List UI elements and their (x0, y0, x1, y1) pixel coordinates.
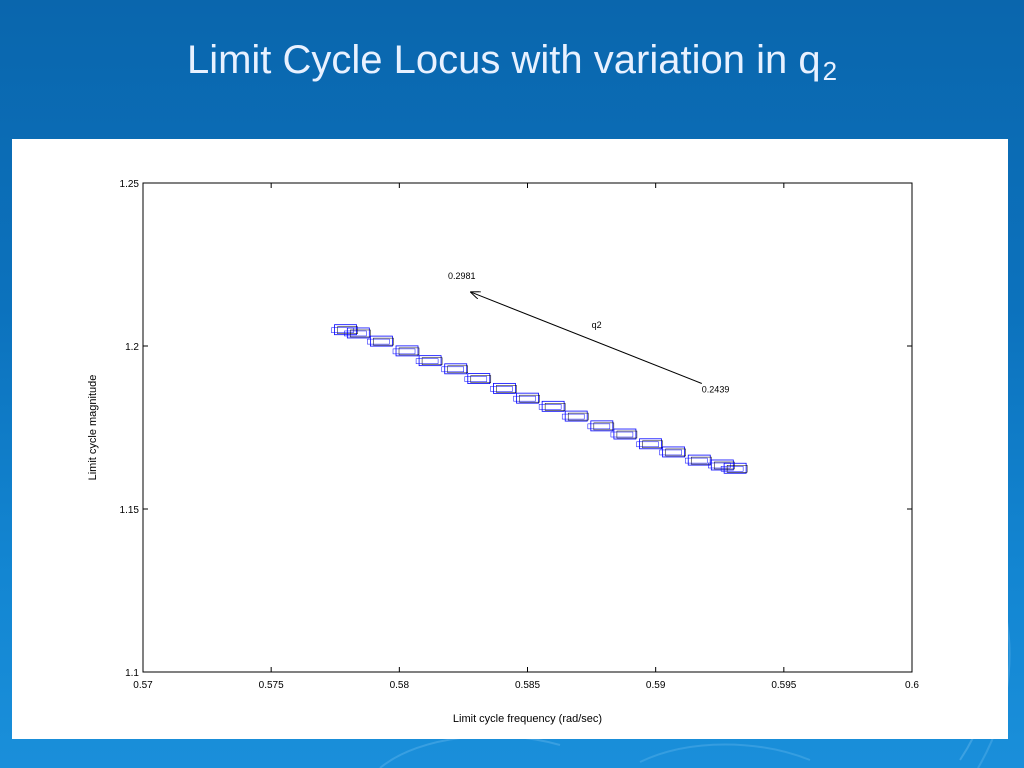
data-point-outer (392, 348, 416, 355)
data-point-inner (373, 337, 394, 346)
x-tick-label: 0.58 (390, 680, 410, 691)
data-point (590, 420, 614, 432)
data-point (369, 335, 393, 347)
y-tick-label: 1.2 (125, 342, 139, 353)
data-point-outer (538, 404, 562, 410)
y-tick-label: 1.15 (120, 505, 140, 516)
data-point (516, 392, 539, 404)
x-tick-label: 0.595 (771, 680, 796, 691)
data-point-outer (344, 330, 367, 337)
data-point-outer (415, 358, 439, 364)
data-point-inner (665, 448, 686, 457)
annotation-label: 0.2439 (702, 384, 730, 394)
data-point (346, 327, 370, 339)
data-point (639, 438, 662, 450)
y-axis-label: Limit cycle magnitude (87, 375, 99, 481)
data-point-inner (593, 422, 615, 431)
data-point-inner (519, 394, 540, 403)
y-tick-label: 1.1 (125, 668, 139, 679)
data-point-outer (636, 441, 659, 448)
data-point (418, 355, 442, 367)
data-point (723, 462, 747, 474)
data-point-outer (659, 449, 682, 456)
x-tick-label: 0.585 (515, 680, 540, 691)
data-point-outer (513, 395, 536, 402)
data-point-outer (490, 386, 513, 392)
data-point-outer (720, 466, 744, 472)
data-point-inner (350, 329, 371, 338)
data-point-inner (398, 347, 420, 356)
y-tick-label: 1.25 (120, 179, 140, 190)
slide-title: Limit Cycle Locus with variation in q2 (0, 38, 1024, 87)
data-point-inner (567, 412, 589, 421)
x-axis-label: Limit cycle frequency (rad/sec) (453, 713, 602, 725)
data-point (662, 446, 686, 458)
data-point-inner (726, 465, 748, 473)
data-point-outer (367, 338, 390, 345)
data-point-outer (587, 423, 611, 430)
data-point (493, 382, 516, 394)
chart-panel (12, 139, 1008, 739)
data-point-outer (684, 457, 708, 464)
data-point (613, 428, 637, 440)
data-point (710, 459, 734, 471)
data-point-inner (544, 403, 566, 411)
x-tick-label: 0.59 (646, 680, 666, 691)
data-point (395, 345, 419, 357)
annotation-label: 0.2981 (448, 271, 476, 281)
data-point-inner (496, 385, 517, 393)
data-point-inner (447, 365, 468, 374)
data-point-outer (464, 376, 488, 382)
data-point (334, 324, 357, 336)
q2-arrow (471, 292, 702, 384)
data-point-inner (470, 375, 492, 383)
data-point-inner (642, 440, 663, 449)
plot-frame (142, 182, 913, 673)
annotation-label: q2 (592, 320, 602, 330)
x-tick-label: 0.6 (905, 680, 919, 691)
x-tick-label: 0.575 (259, 680, 284, 691)
data-point (564, 410, 588, 422)
data-point (541, 400, 565, 412)
x-tick-label: 0.57 (133, 680, 153, 691)
data-point-outer (610, 431, 634, 438)
data-point-outer (441, 366, 464, 373)
slide-title-subscript: 2 (822, 56, 838, 86)
data-point (467, 373, 491, 385)
data-point (444, 363, 468, 375)
data-point-inner (616, 430, 638, 439)
data-point-outer (561, 413, 585, 420)
data-point-inner (421, 357, 443, 365)
data-point (687, 454, 711, 466)
slide-title-text: Limit Cycle Locus with variation in q (186, 38, 821, 82)
